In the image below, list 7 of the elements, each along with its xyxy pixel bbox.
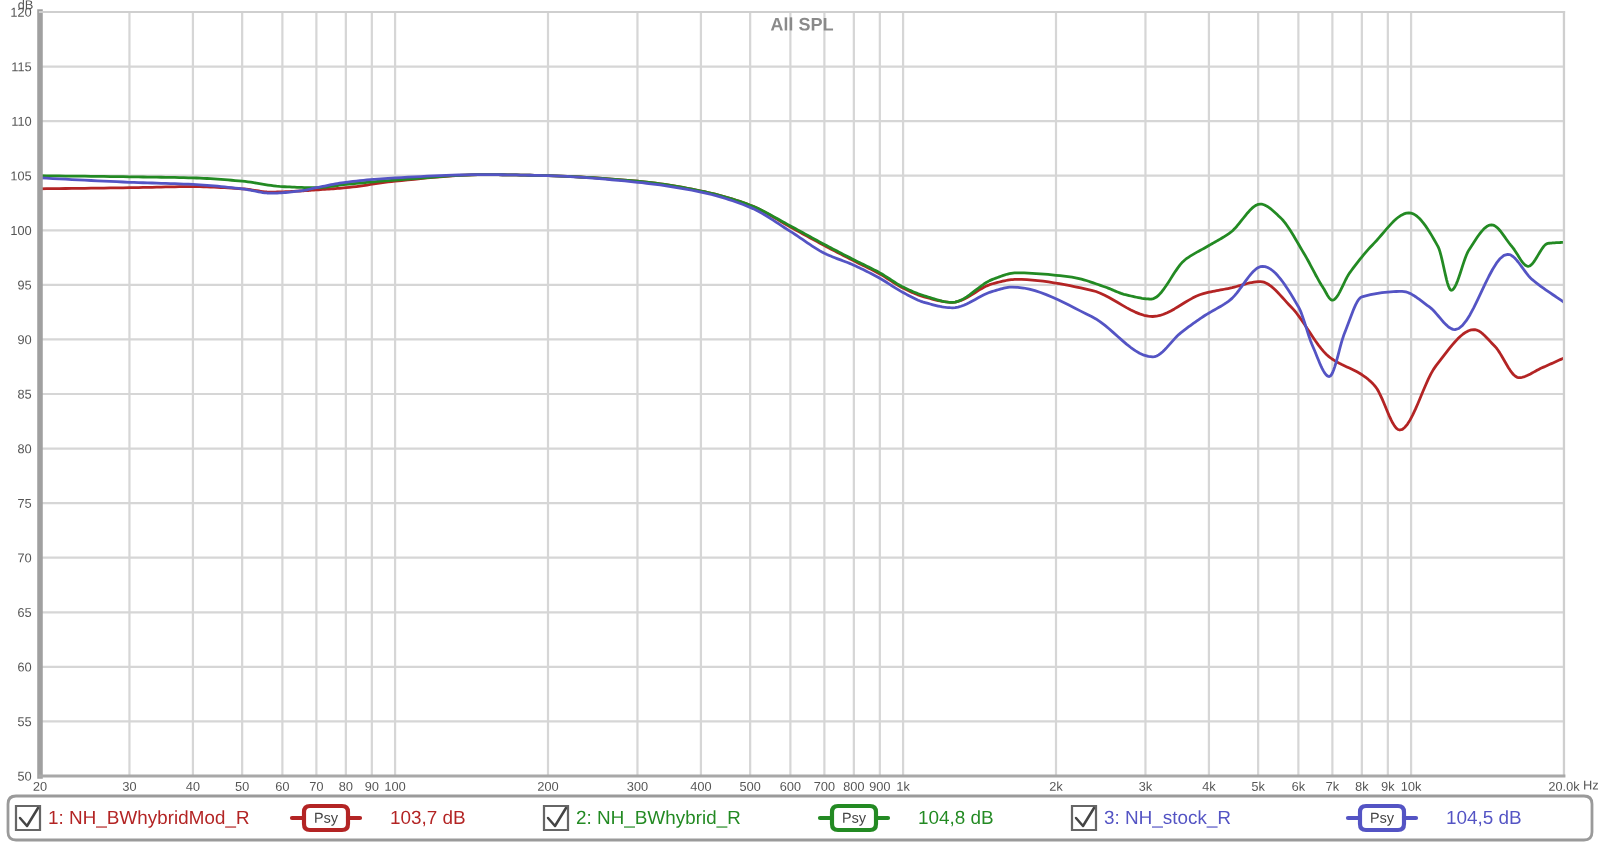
text: 103,7 dB — [391, 810, 465, 827]
text: 104,8 dB — [919, 810, 993, 827]
chart-title: All SPL — [770, 17, 834, 31]
text: 3: NH_stock_R — [1104, 810, 1231, 828]
text: 2: NH_BWhybrid_R — [576, 810, 740, 828]
text: 1: NH_BWhybridMod_R — [49, 810, 249, 828]
text: 104,5 dB — [1447, 810, 1521, 827]
